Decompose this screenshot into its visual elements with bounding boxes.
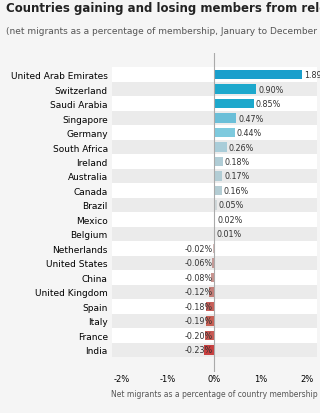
Text: -0.23%: -0.23% — [184, 346, 212, 354]
Bar — [214, 157, 223, 167]
Text: (net migrants as a percentage of membership, January to December 2014): (net migrants as a percentage of members… — [6, 27, 320, 36]
Bar — [213, 244, 214, 254]
Bar — [112, 198, 317, 213]
Bar — [112, 140, 317, 155]
Bar — [214, 143, 227, 152]
Text: 0.02%: 0.02% — [217, 216, 243, 224]
Bar — [112, 271, 317, 285]
Bar — [211, 273, 214, 282]
Bar — [214, 71, 302, 80]
Bar — [112, 126, 317, 140]
Text: 0.18%: 0.18% — [225, 158, 250, 166]
Text: 0.26%: 0.26% — [228, 143, 254, 152]
Text: 0.85%: 0.85% — [256, 100, 281, 109]
Bar — [212, 259, 214, 268]
Bar — [112, 68, 317, 83]
Bar — [112, 343, 317, 357]
Text: 0.17%: 0.17% — [224, 172, 250, 181]
Bar — [205, 316, 214, 326]
Text: 0.16%: 0.16% — [224, 187, 249, 195]
X-axis label: Net migrants as a percentage of country membership: Net migrants as a percentage of country … — [111, 389, 318, 398]
Text: 0.05%: 0.05% — [219, 201, 244, 210]
Bar — [209, 287, 214, 297]
Bar — [214, 128, 235, 138]
Bar — [112, 112, 317, 126]
Bar — [112, 227, 317, 242]
Bar — [112, 97, 317, 112]
Bar — [206, 302, 214, 311]
Bar — [112, 184, 317, 198]
Bar — [112, 256, 317, 271]
Bar — [214, 186, 222, 196]
Text: 0.01%: 0.01% — [217, 230, 242, 239]
Bar — [214, 85, 256, 95]
Bar — [214, 172, 222, 181]
Bar — [214, 201, 217, 210]
Bar — [112, 285, 317, 299]
Bar — [112, 314, 317, 328]
Text: Countries gaining and losing members from relocation: Countries gaining and losing members fro… — [6, 2, 320, 15]
Bar — [205, 331, 214, 340]
Text: -0.02%: -0.02% — [184, 244, 212, 253]
Text: 0.44%: 0.44% — [237, 129, 262, 138]
Bar — [112, 169, 317, 184]
Bar — [214, 215, 215, 225]
Text: -0.20%: -0.20% — [184, 331, 212, 340]
Text: -0.08%: -0.08% — [184, 273, 212, 282]
Bar — [112, 242, 317, 256]
Bar — [214, 100, 254, 109]
Text: 0.90%: 0.90% — [258, 85, 284, 94]
Bar — [204, 345, 214, 355]
Bar — [214, 114, 236, 123]
Text: 0.47%: 0.47% — [238, 114, 263, 123]
Text: -0.06%: -0.06% — [184, 259, 212, 268]
Bar — [112, 299, 317, 314]
Bar — [112, 213, 317, 227]
Bar — [112, 328, 317, 343]
Bar — [112, 83, 317, 97]
Bar — [112, 155, 317, 169]
Text: -0.18%: -0.18% — [184, 302, 212, 311]
Text: 1.89%: 1.89% — [304, 71, 320, 80]
Bar — [214, 230, 215, 239]
Text: -0.19%: -0.19% — [184, 317, 212, 325]
Text: -0.12%: -0.12% — [184, 288, 212, 297]
